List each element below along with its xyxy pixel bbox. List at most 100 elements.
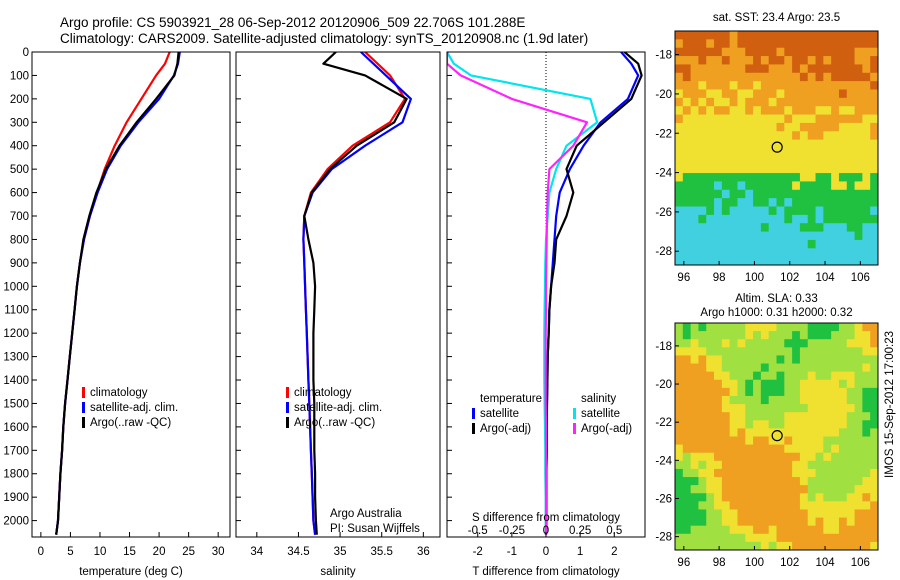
heatmap-cell xyxy=(768,347,777,356)
heatmap-cell xyxy=(838,72,848,82)
heatmap-cell xyxy=(753,331,762,340)
y-tick-label: 1000 xyxy=(3,281,29,293)
heatmap-cell xyxy=(776,97,785,107)
heatmap-cell xyxy=(768,444,777,454)
heatmap-cell xyxy=(854,173,863,182)
heatmap-cell xyxy=(838,371,848,381)
heatmap-cell xyxy=(792,395,801,405)
heatmap-cell xyxy=(854,485,863,494)
heatmap-cell xyxy=(721,214,731,224)
heatmap-cell xyxy=(745,323,754,332)
heatmap-cell xyxy=(854,477,863,486)
heatmap-cell xyxy=(690,106,699,115)
heatmap-cell xyxy=(721,97,731,107)
heatmap-cell xyxy=(729,223,738,232)
heatmap-cell xyxy=(776,239,785,249)
heatmap-cell xyxy=(799,156,809,166)
legend-swatch xyxy=(82,387,85,398)
header-line-2: Climatology: CARS2009. Satellite-adjuste… xyxy=(60,31,588,46)
heatmap-cell xyxy=(823,533,832,543)
heatmap-cell xyxy=(784,173,793,182)
heatmap-cell xyxy=(792,206,801,216)
heatmap-cell xyxy=(753,106,762,115)
heatmap-cell xyxy=(690,39,699,49)
heatmap-cell xyxy=(760,139,770,149)
heatmap-cell xyxy=(753,468,762,478)
heatmap-cell xyxy=(799,114,809,124)
heatmap-cell xyxy=(776,198,785,207)
heatmap-cell xyxy=(807,525,816,535)
heatmap-cell xyxy=(737,173,746,182)
heatmap-cell xyxy=(682,231,692,241)
heatmap-cell xyxy=(870,248,879,258)
heatmap-cell xyxy=(706,444,715,454)
heatmap-cell xyxy=(753,64,762,74)
heatmap-cell xyxy=(737,477,746,486)
heatmap-cell xyxy=(854,379,863,389)
heatmap-cell xyxy=(698,31,707,40)
heatmap-cell xyxy=(714,164,723,174)
heatmap-cell xyxy=(690,81,699,90)
x-tick-label: -2 xyxy=(473,546,483,558)
heatmap-cell xyxy=(854,452,863,462)
heatmap-cell xyxy=(854,509,863,518)
heatmap-cell xyxy=(823,517,832,527)
heatmap-cell xyxy=(870,452,879,462)
heatmap-cell xyxy=(768,468,777,478)
heatmap-cell xyxy=(776,72,785,82)
heatmap-cell xyxy=(799,468,809,478)
series-line-argo-raw-qc- xyxy=(55,52,180,535)
heatmap-cell xyxy=(729,371,738,381)
heatmap-cell xyxy=(721,39,731,49)
heatmap-cell xyxy=(721,460,731,470)
heatmap-cell xyxy=(737,501,746,510)
heatmap-cell xyxy=(862,148,871,157)
heatmap-cell xyxy=(862,379,871,389)
legend-label: satellite-adj. clim. xyxy=(294,402,382,414)
y-tick-label: 1900 xyxy=(3,492,29,504)
heatmap-cell xyxy=(799,331,809,340)
heatmap-cell xyxy=(792,452,801,462)
heatmap-cell xyxy=(862,460,871,470)
heatmap-cell xyxy=(760,239,770,249)
heatmap-cell xyxy=(831,485,840,494)
heatmap-cell xyxy=(862,248,871,258)
heatmap-cell xyxy=(799,363,809,373)
heatmap-cell xyxy=(799,460,809,470)
heatmap-cell xyxy=(682,114,692,124)
heatmap-cell xyxy=(846,412,855,421)
heatmap-cell xyxy=(854,31,863,40)
heatmap-cell xyxy=(768,404,777,413)
heatmap-cell xyxy=(675,404,684,413)
heatmap-cell xyxy=(831,122,840,132)
heatmap-cell xyxy=(846,106,855,115)
heatmap-cell xyxy=(792,131,801,141)
heatmap-cell xyxy=(745,198,754,207)
heatmap-cell xyxy=(753,256,762,266)
heatmap-cell xyxy=(846,501,855,510)
heatmap-cell xyxy=(706,371,715,381)
heatmap-cell xyxy=(831,139,840,149)
heatmap-cell xyxy=(721,395,731,405)
heatmap-cell xyxy=(799,231,809,241)
heatmap-cell xyxy=(706,198,715,207)
heatmap-cell xyxy=(721,525,731,535)
heatmap-cell xyxy=(838,420,848,429)
heatmap-cell xyxy=(690,339,699,348)
heatmap-cell xyxy=(776,173,785,182)
heatmap-cell xyxy=(823,206,832,216)
heatmap-cell xyxy=(760,64,770,74)
heatmap-cell xyxy=(807,56,816,65)
heatmap-cell xyxy=(714,131,723,141)
top-axis-label: S difference from climatology xyxy=(472,512,620,524)
heatmap-cell xyxy=(753,501,762,510)
heatmap-cell xyxy=(690,412,699,421)
heatmap-cell xyxy=(745,64,754,74)
heatmap-cell xyxy=(784,387,793,397)
heatmap-cell xyxy=(799,339,809,348)
heatmap-cell xyxy=(714,122,723,132)
heatmap-cell xyxy=(760,493,770,502)
heatmap-cell xyxy=(768,89,777,99)
heatmap-cell xyxy=(870,485,879,494)
heatmap-cell xyxy=(807,460,816,470)
